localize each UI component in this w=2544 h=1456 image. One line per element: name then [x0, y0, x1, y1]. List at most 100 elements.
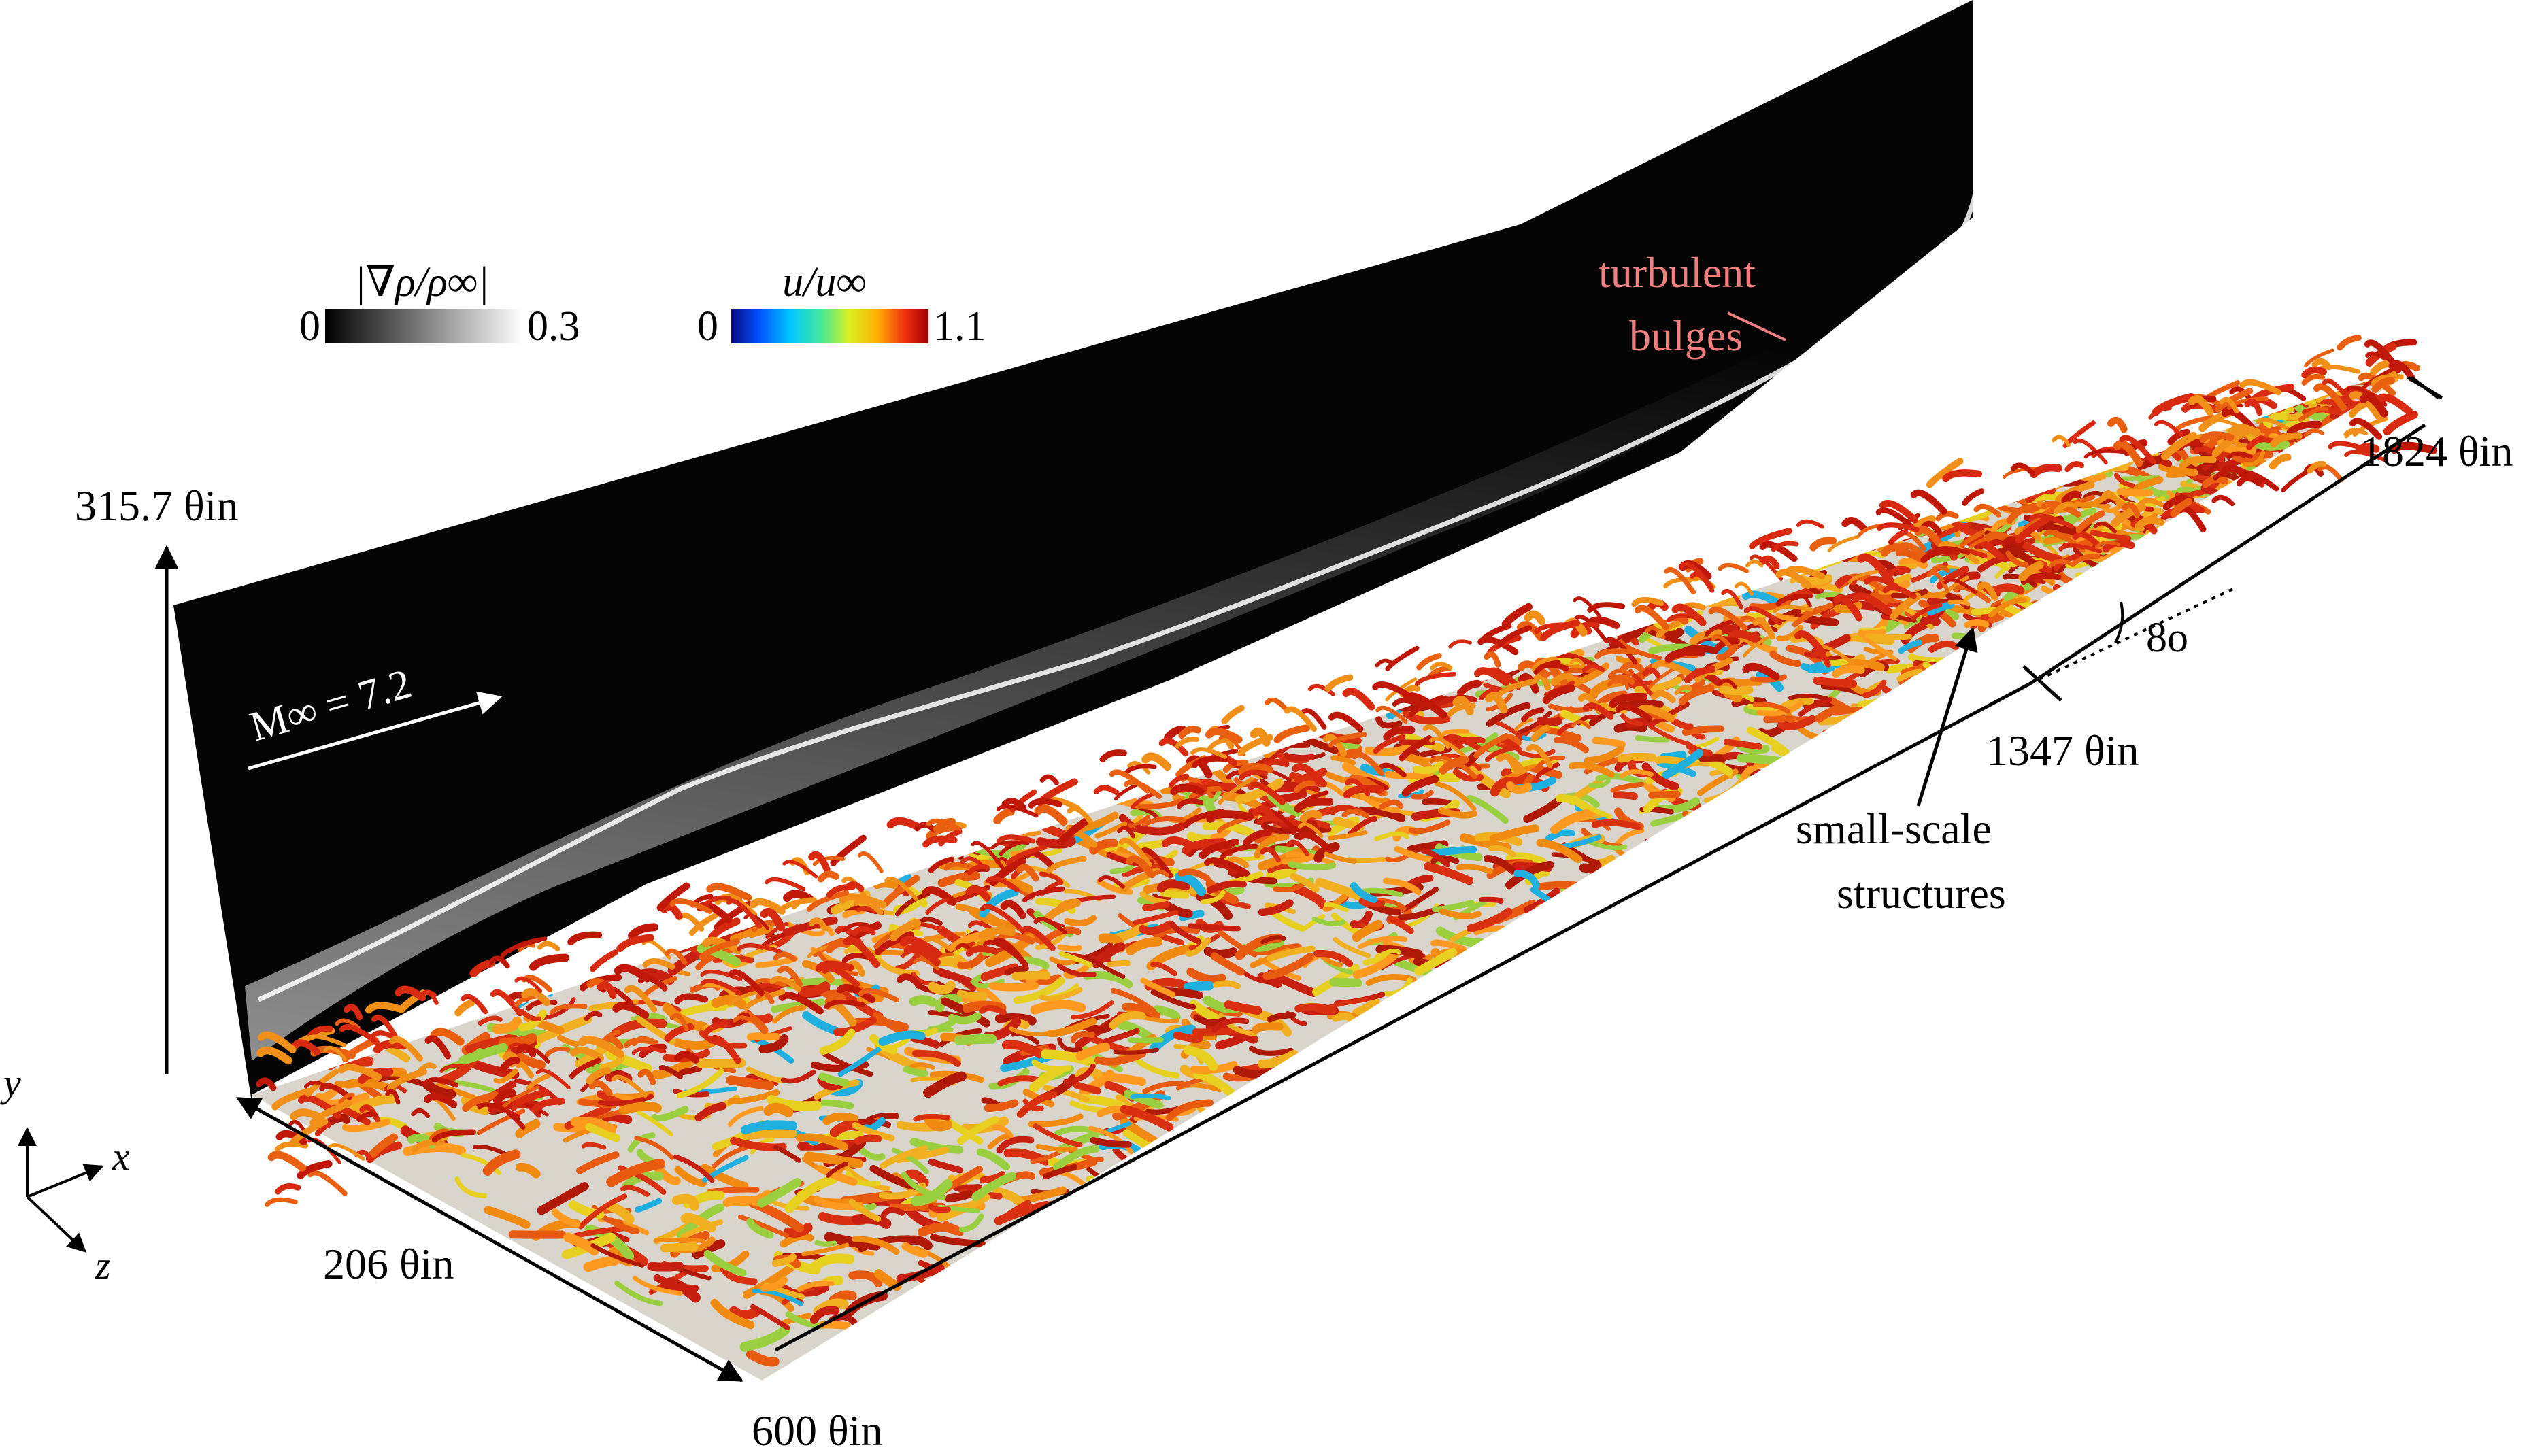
vortex-structure [1466, 794, 1509, 824]
vortex-structure [1767, 768, 1798, 791]
vortex-structure [2443, 384, 2464, 393]
vortex-structure [1536, 881, 1588, 891]
vortex-structure [992, 878, 1033, 894]
vortex-structure [1766, 768, 1798, 779]
vortex-structure [2268, 472, 2300, 479]
vortex-structure [1262, 953, 1314, 981]
vortex-structure [1123, 1089, 1164, 1109]
vortex-structure [729, 1306, 760, 1320]
vortex-structure [1175, 737, 1200, 749]
vortex-structure [1490, 776, 1524, 797]
vortex-structure [2053, 583, 2079, 594]
vortex-structure [1786, 750, 1817, 765]
vortex-structure [2411, 392, 2430, 398]
vortex-structure [1908, 680, 1943, 706]
vortex-structure [1124, 764, 1157, 775]
vortex-structure [1592, 892, 1626, 901]
vortex-structure [857, 1146, 886, 1161]
axes-triad: y x z [0, 1061, 130, 1287]
vortex-structure [804, 1151, 863, 1168]
vortex-structure [2129, 556, 2159, 566]
vortex-structure [1605, 858, 1647, 879]
vortex-structure [1140, 977, 1176, 998]
vortex-structure [1149, 1024, 1196, 1053]
vortex-structure [937, 871, 981, 887]
vortex-structure [673, 1038, 716, 1050]
vortex-structure [1196, 892, 1233, 920]
vortex-structure [529, 953, 569, 971]
density-colorbar-label: |∇ρ/ρ∞| [354, 259, 489, 305]
vortex-structure [1420, 747, 1452, 758]
vortex-structure [1414, 671, 1457, 686]
vortex-structure [2118, 583, 2145, 594]
vortex-structure [979, 887, 1019, 918]
vortex-structure [1092, 1072, 1146, 1087]
vortex-structure [2133, 543, 2156, 558]
vortex-structure [2262, 473, 2300, 482]
vortex-structure [2065, 599, 2105, 628]
vortex-structure [957, 1116, 999, 1145]
vortex-structure [537, 941, 560, 951]
vortex-structure [1865, 633, 1912, 640]
vortex-structure [1667, 588, 1713, 600]
vortex-structure [1011, 971, 1051, 981]
vortex-structure [903, 1066, 928, 1077]
vortex-structure [654, 1237, 705, 1243]
vortex-structure [2423, 375, 2447, 384]
vortex-structure [2053, 608, 2096, 632]
vortex-structure [1330, 755, 1356, 766]
vortex-structure [2157, 535, 2181, 549]
vortex-structure [2409, 345, 2437, 358]
vortex-structure [2107, 569, 2147, 581]
vortex-structure [2440, 401, 2462, 416]
vortex-structure [1386, 915, 1414, 934]
vortex-structure [1646, 714, 1675, 733]
z-axis-label: z [95, 1243, 111, 1287]
vortex-structure [1898, 557, 1928, 569]
vortex-structure [601, 1112, 633, 1125]
vortex-structure [2194, 536, 2217, 553]
structures-annotation-line2: structures [1837, 869, 2006, 917]
vortex-structure [265, 1197, 298, 1207]
vortex-structure [1631, 596, 1664, 607]
vortex-structure [782, 860, 818, 879]
vortex-structure [1206, 810, 1254, 823]
vortex-structure [1977, 636, 2018, 661]
vortex-structure [2154, 559, 2190, 569]
vortex-structure [1324, 674, 1354, 692]
vortex-structure [1506, 781, 1533, 794]
vortex-structure [957, 952, 986, 969]
vortex-structure [1411, 790, 1434, 800]
vortex-structure [2075, 572, 2105, 583]
vortex-structure [1545, 829, 1575, 842]
vortex-structure [1071, 1000, 1114, 1020]
vortex-structure [1099, 749, 1127, 763]
vortex-structure [2430, 384, 2455, 388]
vortex-structure [1134, 1057, 1180, 1079]
vortex-structure [1742, 590, 1780, 606]
vortex-structure [2438, 381, 2464, 382]
vortex-structure [1267, 945, 1316, 962]
vortex-structure [1536, 717, 1562, 726]
vortex-structure [894, 953, 920, 971]
vortex-structure [1128, 815, 1151, 828]
vortex-structure [837, 1044, 884, 1077]
vortex-structure [1988, 583, 2025, 596]
vortex-structure [913, 1114, 951, 1122]
vortex-structure [1947, 599, 1971, 607]
vortex-structure [1962, 488, 1985, 506]
vortex-structure [2052, 596, 2082, 605]
vortex-structure [2308, 446, 2346, 468]
width-label: 206 θin [323, 1240, 454, 1288]
vortex-structure [1802, 769, 1845, 780]
vortex-structure [2119, 575, 2162, 585]
vortex-structure [1064, 915, 1097, 926]
vortex-structure [503, 969, 534, 978]
vortex-structure [1273, 724, 1311, 744]
vortex-structure [1265, 697, 1290, 714]
vortex-structure [2022, 541, 2063, 564]
vortex-structure [911, 1050, 961, 1067]
vortex-structure [1944, 481, 1975, 500]
vortex-structure [2086, 568, 2118, 592]
